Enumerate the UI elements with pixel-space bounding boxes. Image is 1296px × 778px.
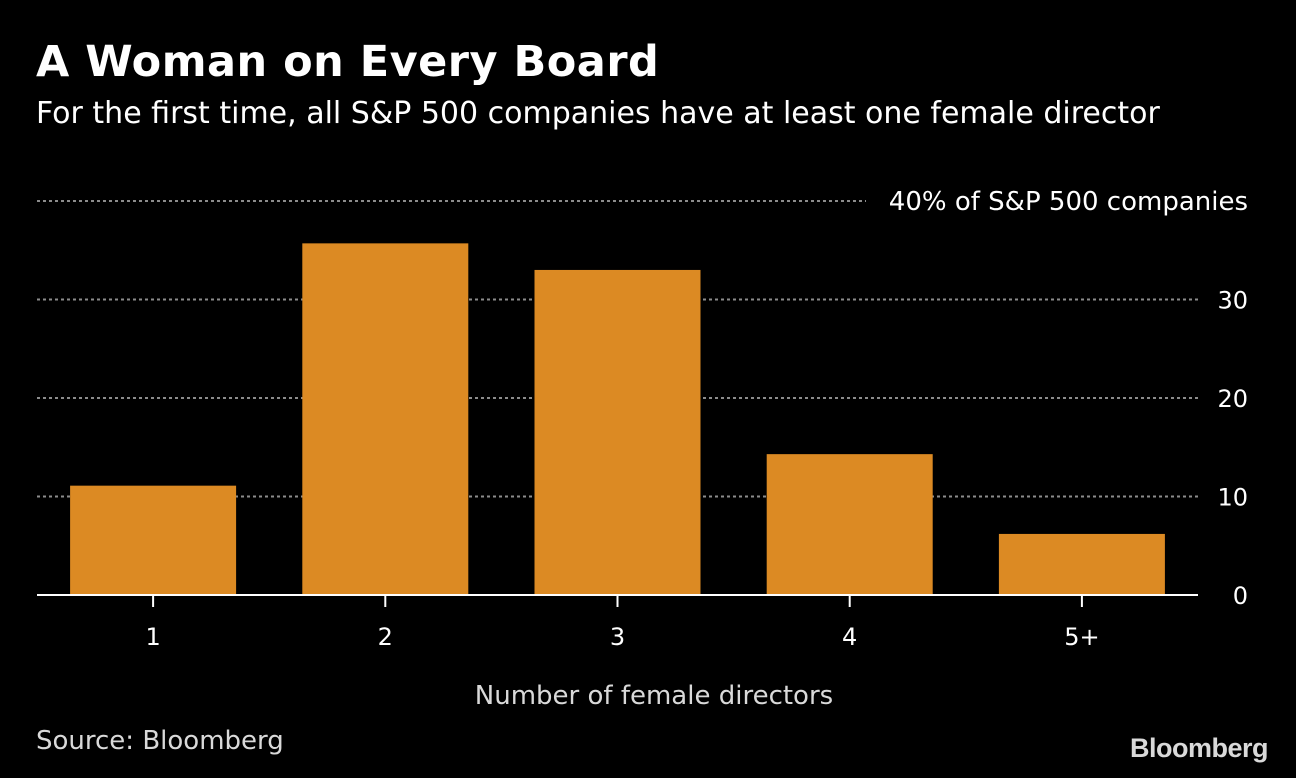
- y-tick-label-30: 30: [1217, 287, 1248, 315]
- y-tick-label-10: 10: [1217, 484, 1248, 512]
- bars: [70, 243, 1165, 596]
- bar-4: [766, 454, 933, 595]
- bar-5+: [998, 533, 1165, 595]
- chart-subtitle: For the first time, all S&P 500 companie…: [36, 96, 1160, 131]
- bar-2: [302, 243, 469, 596]
- bar-1: [70, 485, 237, 595]
- bar-chart: 0 10 20 30 1 2 3 4 5+ 40% of S&P 500 companies N…: [37, 187, 1248, 711]
- axes: 0 10 20 30 1 2 3 4 5+: [37, 287, 1248, 651]
- x-tick-label-4: 4: [842, 623, 857, 651]
- x-axis-label: Number of female directors: [475, 681, 833, 711]
- x-tick-label-3: 3: [610, 623, 625, 651]
- chart-title: A Woman on Every Board: [36, 37, 660, 87]
- y-tick-label-0: 0: [1233, 582, 1248, 610]
- x-tick-label-1: 1: [145, 623, 160, 651]
- y-tick-label-20: 20: [1217, 385, 1248, 413]
- bar-3: [534, 269, 701, 595]
- x-tick-label-2: 2: [378, 623, 393, 651]
- source-note: Source: Bloomberg: [36, 726, 284, 756]
- bloomberg-logo: Bloomberg: [1129, 733, 1269, 763]
- x-tick-label-5+: 5+: [1064, 623, 1099, 651]
- y-unit-label: 40% of S&P 500 companies: [889, 187, 1248, 217]
